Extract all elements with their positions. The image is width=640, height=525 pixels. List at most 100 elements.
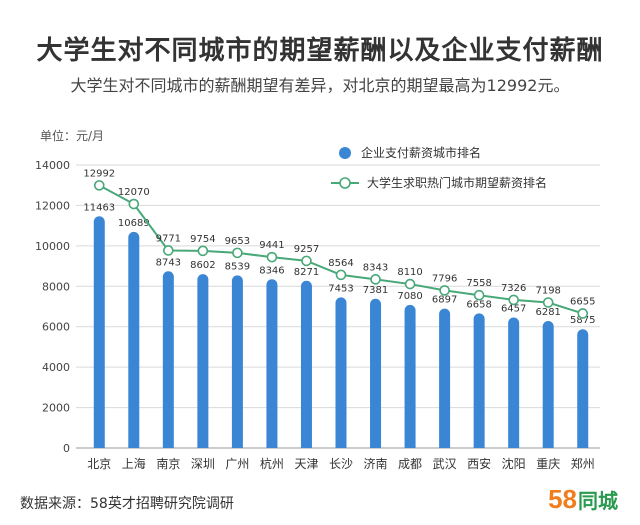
y-tick-label: 14000 bbox=[35, 159, 70, 172]
line-point bbox=[163, 245, 174, 256]
logo-text: 同城 bbox=[578, 489, 618, 513]
bar-上海 bbox=[128, 231, 140, 448]
x-tick-label: 长沙 bbox=[329, 457, 353, 471]
line-point bbox=[232, 247, 243, 259]
bar-广州 bbox=[231, 275, 243, 448]
x-tick-label: 郑州 bbox=[571, 456, 595, 471]
chart-subtitle: 大学生对不同城市的薪酬期望有差异，对北京的期望最高为12992元。 bbox=[70, 76, 570, 95]
line-point bbox=[93, 180, 105, 191]
bar-value-label: 7453 bbox=[328, 283, 353, 294]
bar-value-label: 7381 bbox=[363, 285, 388, 296]
line-value-label: 8564 bbox=[328, 258, 353, 269]
x-tick-label: 上海 bbox=[122, 456, 146, 471]
line-value-label: 9257 bbox=[294, 244, 319, 255]
line-value-label: 7198 bbox=[535, 285, 560, 296]
logo-number: 58 bbox=[548, 484, 577, 514]
bar-value-label: 10689 bbox=[118, 218, 150, 229]
line-value-label: 8110 bbox=[397, 267, 422, 278]
x-tick-label: 广州 bbox=[225, 457, 249, 471]
bar-长沙 bbox=[335, 297, 347, 448]
line-point bbox=[301, 255, 312, 267]
line-point bbox=[404, 278, 416, 290]
bar-value-label: 6457 bbox=[501, 303, 526, 314]
line-value-label: 6655 bbox=[570, 296, 595, 307]
salary-chart: 单位：元/月 02000400060008000100001200014000 … bbox=[35, 128, 600, 471]
y-tick-label: 8000 bbox=[42, 280, 70, 293]
line-point bbox=[473, 289, 485, 301]
bar-value-label: 6897 bbox=[432, 295, 457, 306]
y-tick-label: 12000 bbox=[35, 199, 70, 212]
bar-郑州 bbox=[577, 329, 589, 448]
bar-北京 bbox=[93, 216, 105, 448]
line-point bbox=[197, 245, 209, 257]
bar-value-label: 8539 bbox=[225, 261, 250, 272]
y-tick-label: 0 bbox=[63, 442, 70, 455]
line-value-label: 12992 bbox=[83, 168, 115, 179]
line-value-label: 9771 bbox=[156, 233, 181, 244]
unit-label: 单位：元/月 bbox=[40, 128, 104, 143]
bar-沈阳 bbox=[508, 317, 520, 448]
line-value-label: 8343 bbox=[363, 262, 388, 273]
y-tick-label: 6000 bbox=[42, 321, 70, 334]
bar-value-label: 6658 bbox=[466, 299, 491, 310]
line-point bbox=[266, 251, 278, 263]
bar-重庆 bbox=[542, 321, 554, 448]
line-value-label: 12070 bbox=[118, 187, 150, 198]
y-tick-label: 2000 bbox=[42, 402, 70, 415]
58-tongcheng-logo: 58 同城 bbox=[548, 484, 618, 515]
bar-value-label: 11463 bbox=[83, 202, 115, 213]
legend-line-marker bbox=[339, 177, 351, 189]
x-tick-label: 杭州 bbox=[260, 456, 284, 471]
bar-成都 bbox=[404, 304, 416, 448]
bar-value-label: 8602 bbox=[190, 260, 215, 271]
legend-line-label: 大学生求职热门城市期望薪资排名 bbox=[367, 175, 547, 190]
line-point bbox=[542, 297, 554, 308]
x-tick-label: 天津 bbox=[294, 457, 318, 471]
bar-武汉 bbox=[439, 308, 451, 448]
x-tick-label: 北京 bbox=[87, 457, 111, 471]
bar-value-label: 7080 bbox=[397, 291, 422, 302]
line-point bbox=[577, 308, 589, 319]
bar-value-label: 8271 bbox=[294, 267, 319, 278]
x-tick-label: 重庆 bbox=[536, 457, 560, 471]
line-point bbox=[335, 269, 347, 281]
bar-value-label: 8346 bbox=[259, 265, 284, 276]
bar-南京 bbox=[162, 271, 174, 448]
bar-value-label: 5875 bbox=[570, 315, 595, 326]
chart-title: 大学生对不同城市的期望薪酬以及企业支付薪酬 bbox=[36, 36, 604, 66]
line-value-label: 7326 bbox=[501, 283, 526, 294]
bar-西安 bbox=[473, 313, 485, 448]
y-tick-label: 10000 bbox=[35, 240, 70, 253]
bar-深圳 bbox=[197, 274, 209, 448]
bar-济南 bbox=[370, 298, 382, 448]
y-tick-label: 4000 bbox=[42, 361, 70, 374]
bar-天津 bbox=[300, 280, 312, 448]
line-value-label: 7558 bbox=[466, 278, 491, 289]
bar-杭州 bbox=[266, 279, 278, 448]
x-tick-label: 南京 bbox=[156, 456, 180, 471]
data-source: 数据来源：58英才招聘研究院调研 bbox=[20, 496, 234, 512]
line-point bbox=[370, 274, 381, 285]
line-value-label: 9653 bbox=[225, 236, 250, 247]
legend-bar-label: 企业支付薪资城市排名 bbox=[361, 145, 481, 160]
x-tick-label: 沈阳 bbox=[502, 456, 526, 471]
line-value-label: 9441 bbox=[259, 240, 284, 251]
line-value-label: 9754 bbox=[190, 234, 215, 245]
line-point bbox=[128, 198, 140, 210]
x-tick-label: 西安 bbox=[467, 456, 491, 471]
line-point bbox=[439, 285, 450, 296]
x-tick-label: 济南 bbox=[364, 456, 388, 471]
x-tick-labels: 北京 上海 南京 深圳 广州 杭州 天津 长沙 济南 成都 武汉 西安 沈阳 重庆 郑州 bbox=[87, 456, 594, 471]
x-tick-label: 武汉 bbox=[433, 457, 457, 471]
y-tick-labels: 0 2000 4000 6000 8000 10000 12000 14000 bbox=[35, 159, 70, 455]
x-tick-label: 深圳 bbox=[191, 457, 215, 471]
x-tick-label: 成都 bbox=[398, 457, 422, 471]
line-value-label: 7796 bbox=[432, 273, 457, 284]
bar-value-label: 6281 bbox=[535, 307, 560, 318]
legend-bar-marker bbox=[339, 147, 351, 159]
line-point bbox=[508, 294, 519, 306]
bar-value-label: 8743 bbox=[156, 257, 181, 268]
